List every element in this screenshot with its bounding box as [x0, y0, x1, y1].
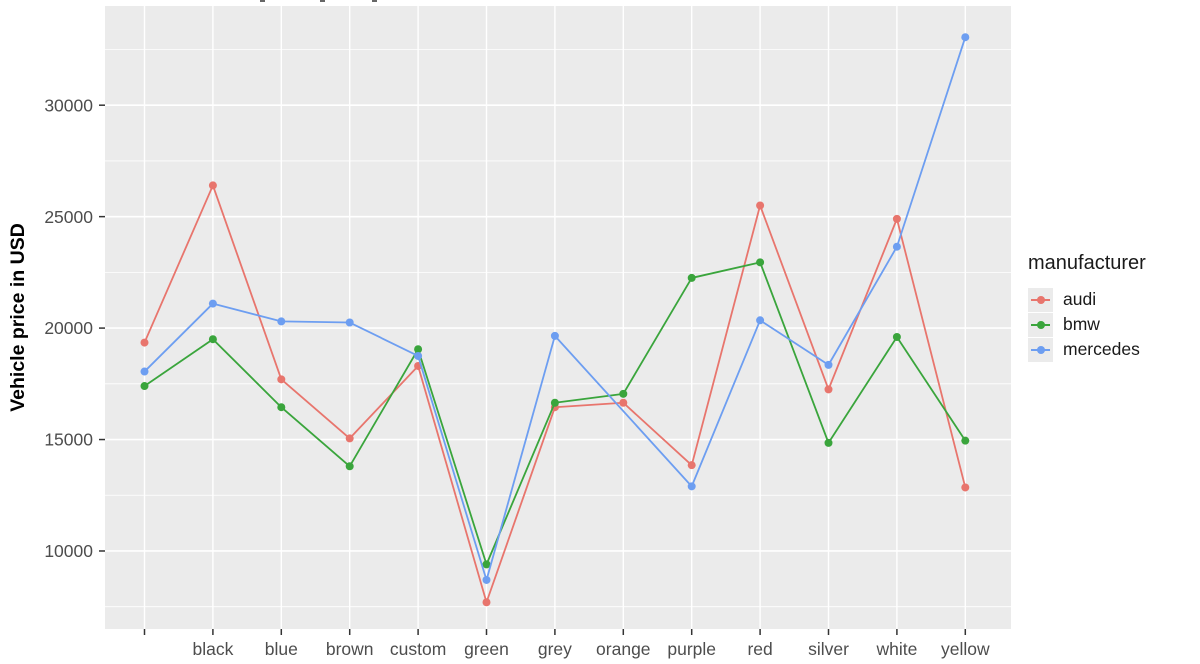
data-point-bmw: [687, 273, 696, 282]
legend-key-swatch: [1028, 287, 1053, 312]
x-tick-label: silver: [808, 639, 849, 659]
x-tick-label: purple: [667, 639, 716, 659]
y-tick-label: 25000: [44, 207, 93, 227]
x-tick-label: green: [464, 639, 509, 659]
legend-item-audi: audi: [1028, 287, 1198, 312]
panel-background: [105, 6, 1011, 629]
y-tick-label: 10000: [44, 541, 93, 561]
data-point-bmw: [414, 345, 423, 354]
clipped-title-fragment: [372, 0, 377, 2]
data-point-audi: [140, 338, 149, 347]
data-point-audi: [892, 214, 901, 223]
point-glyph-icon: [1036, 295, 1045, 304]
data-point-audi: [687, 461, 696, 470]
data-point-bmw: [756, 258, 765, 267]
legend: manufacturer audi bmw mercedes: [1028, 252, 1198, 362]
data-point-bmw: [892, 333, 901, 342]
legend-item-mercedes: mercedes: [1028, 337, 1198, 362]
data-point-mercedes: [208, 299, 217, 308]
y-tick-label: 15000: [44, 430, 93, 450]
data-point-mercedes: [756, 316, 765, 325]
x-tick-label: grey: [538, 639, 572, 659]
x-tick-label: white: [875, 639, 917, 659]
data-point-mercedes: [824, 360, 833, 369]
legend-item-label: bmw: [1063, 314, 1100, 334]
x-tick-label: yellow: [941, 639, 990, 659]
data-point-audi: [824, 385, 833, 394]
point-glyph-icon: [1036, 320, 1045, 329]
data-point-mercedes: [414, 351, 423, 360]
x-tick-label: blue: [265, 639, 298, 659]
clipped-title-fragment: [260, 0, 265, 2]
data-point-bmw: [140, 382, 149, 391]
data-point-bmw: [482, 560, 491, 569]
legend-key-swatch: [1028, 337, 1053, 362]
data-point-bmw: [550, 398, 559, 407]
data-point-audi: [756, 201, 765, 210]
x-tick-label: black: [192, 639, 233, 659]
data-point-audi: [482, 598, 491, 607]
y-tick-label: 20000: [44, 318, 93, 338]
data-point-bmw: [208, 335, 217, 344]
data-point-audi: [277, 375, 286, 384]
data-point-bmw: [619, 389, 628, 398]
data-point-mercedes: [961, 33, 970, 42]
legend-item-label: audi: [1063, 289, 1097, 309]
data-point-mercedes: [277, 317, 286, 326]
legend-key-swatch: [1028, 312, 1053, 337]
data-point-mercedes: [482, 575, 491, 584]
x-tick-label: custom: [390, 639, 446, 659]
clipped-title-fragment: [320, 0, 325, 2]
x-tick-label: brown: [326, 639, 374, 659]
data-point-audi: [961, 483, 970, 492]
data-point-audi: [208, 181, 217, 190]
x-tick-label: orange: [596, 639, 651, 659]
legend-item-label: mercedes: [1063, 339, 1140, 359]
data-point-bmw: [824, 438, 833, 447]
data-point-mercedes: [687, 482, 696, 491]
data-point-mercedes: [140, 367, 149, 376]
point-glyph-icon: [1036, 345, 1045, 354]
legend-item-bmw: bmw: [1028, 312, 1198, 337]
x-tick-label: red: [747, 639, 772, 659]
y-axis-title: Vehicle price in USD: [7, 223, 29, 412]
series-line-mercedes: [143, 36, 967, 581]
y-tick-label: 30000: [44, 95, 93, 115]
data-point-mercedes: [345, 318, 354, 327]
data-point-bmw: [961, 436, 970, 445]
data-point-bmw: [345, 462, 354, 471]
data-point-audi: [345, 434, 354, 443]
data-point-mercedes: [892, 242, 901, 251]
legend-title: manufacturer: [1028, 252, 1146, 274]
data-point-bmw: [277, 403, 286, 412]
data-point-audi: [619, 398, 628, 407]
data-point-mercedes: [550, 331, 559, 340]
